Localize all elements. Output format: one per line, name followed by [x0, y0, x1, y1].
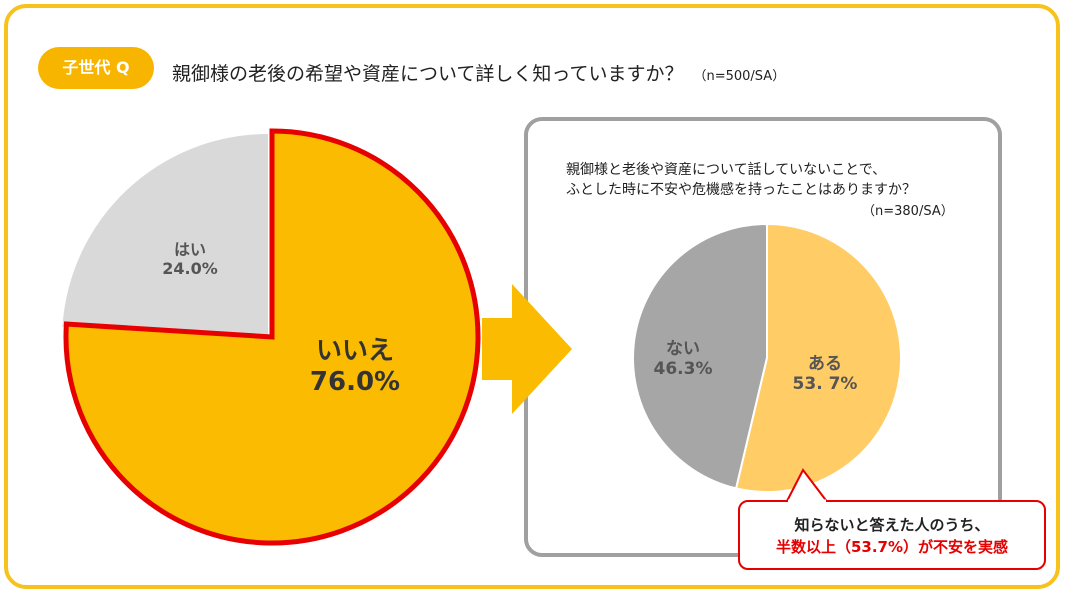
sub-slice-label-no: ない 46.3% [628, 339, 738, 380]
question-sample-size: （n=500/SA） [693, 69, 786, 84]
question-text: 親御様の老後の希望や資産について詳しく知っていますか？ [172, 63, 684, 85]
main-pie-slice-0 [63, 128, 481, 546]
main-pie-slice-1 [62, 134, 268, 340]
callout-line-1: 知らないと答えた人のうち、 [794, 516, 990, 534]
right-arrow-icon [482, 284, 572, 414]
sub-pie-chart [632, 222, 902, 493]
main-slice-yes-name: はい [173, 240, 206, 259]
main-slice-yes-value: 24.0% [162, 259, 218, 279]
sub-slice-no-name: ない [666, 339, 700, 359]
sub-question-line-1: 親御様と老後や資産について話していないことで、 [566, 162, 887, 178]
question-badge: 子世代 Q [38, 47, 154, 89]
outer-frame [4, 4, 1060, 589]
callout-box: 知らないと答えた人のうち、 半数以上（53.7%）が不安を実感 [738, 500, 1046, 570]
main-slice-no-name: いいえ [315, 336, 394, 366]
sub-pie-slice-1 [632, 222, 768, 490]
question-title: 親御様の老後の希望や資産について詳しく知っていますか？ （n=500/SA） [172, 59, 785, 86]
sub-question-sample-size: （n=380/SA） [862, 204, 954, 219]
main-slice-no-value: 76.0% [309, 367, 401, 398]
sub-question-line-2: ふとした時に不安や危機感を持ったことはありますか？ [566, 182, 916, 198]
sub-slice-label-yes: ある 53. 7% [770, 354, 880, 395]
main-slice-label-no: いいえ 76.0% [280, 336, 430, 398]
sub-slice-no-value: 46.3% [653, 359, 713, 380]
sub-slice-yes-value: 53. 7% [792, 374, 858, 395]
callout-line-2: 半数以上（53.7%）が不安を実感 [775, 538, 1009, 556]
sub-slice-yes-name: ある [808, 354, 842, 374]
main-slice-label-yes: はい 24.0% [135, 240, 245, 278]
sub-question: 親御様と老後や資産について話していないことで、 ふとした時に不安や危機感を持った… [566, 160, 916, 200]
main-pie-chart [62, 128, 481, 546]
